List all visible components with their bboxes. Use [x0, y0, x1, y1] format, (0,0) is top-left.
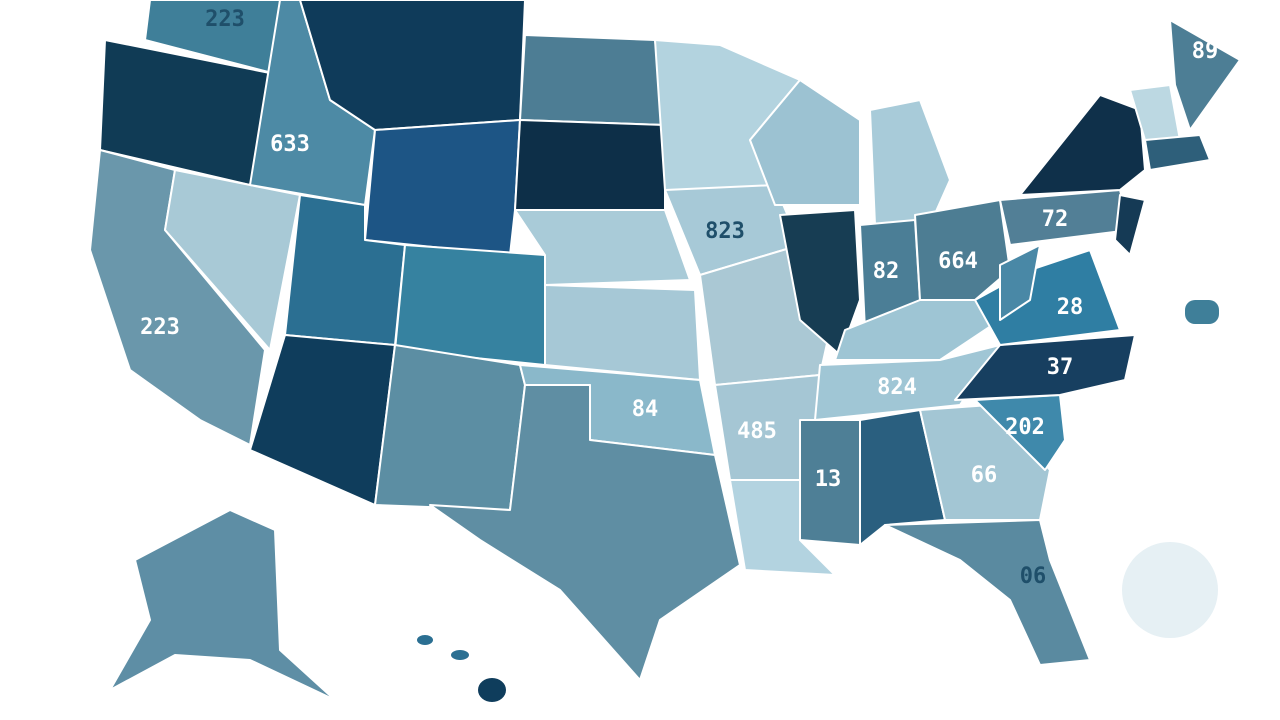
state [999, 244, 1041, 321]
state-label: 84 [632, 397, 659, 422]
state [914, 199, 1011, 301]
island [451, 650, 469, 660]
state [869, 99, 951, 226]
state-label: 223 [140, 315, 180, 340]
state-label: 223 [205, 7, 245, 32]
state [919, 404, 1051, 521]
state [514, 119, 666, 211]
state-label: 633 [270, 132, 310, 157]
island [478, 678, 506, 702]
state [1144, 134, 1211, 171]
state [249, 334, 396, 506]
state [519, 34, 666, 126]
state-label: 82 [873, 259, 900, 284]
state [514, 209, 691, 286]
state [1019, 94, 1146, 196]
state [749, 79, 861, 206]
labels: 223 633 223 823 664 72 89 28 37 202 84 4… [140, 7, 1218, 589]
state [429, 384, 741, 681]
state [394, 244, 546, 366]
states [89, 0, 1241, 702]
state-label: 89 [1192, 39, 1219, 64]
state-label: 37 [1047, 355, 1074, 380]
state-label: 823 [705, 219, 745, 244]
state [954, 334, 1136, 401]
island [417, 635, 433, 645]
state-label: 485 [737, 419, 777, 444]
state [1114, 194, 1146, 256]
state [544, 284, 701, 381]
state [364, 119, 521, 256]
state-label: 66 [971, 463, 998, 488]
state-label: 28 [1057, 295, 1084, 320]
state-label: 06 [1020, 564, 1047, 589]
state-label: 13 [815, 467, 842, 492]
state [374, 344, 526, 511]
badge [1185, 300, 1219, 324]
state [1169, 19, 1241, 131]
state [729, 479, 836, 576]
state-label: 824 [877, 375, 917, 400]
state [109, 509, 336, 701]
state-label: 664 [938, 249, 978, 274]
state [859, 409, 946, 546]
state-label: 202 [1005, 415, 1045, 440]
badge [1122, 542, 1218, 638]
state [884, 519, 1091, 666]
state-label: 72 [1042, 207, 1069, 232]
